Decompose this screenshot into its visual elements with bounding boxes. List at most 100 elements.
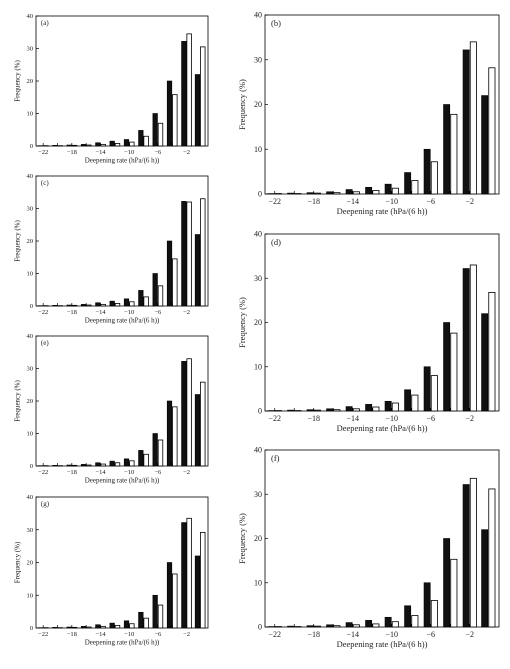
x-tick-label: −10	[385, 197, 398, 206]
x-tick-label: −22	[268, 197, 281, 206]
bar-filled	[345, 622, 353, 628]
bar-open	[200, 531, 206, 629]
panel-label: (d)	[271, 237, 281, 247]
y-axis-title: Frequency (%)	[14, 60, 22, 102]
bar-open	[488, 488, 496, 628]
y-tick-label: 40	[26, 494, 33, 501]
bar-open	[200, 46, 206, 147]
bar-filled	[166, 400, 173, 467]
bar-open	[172, 94, 178, 147]
bar-open	[186, 201, 192, 307]
y-tick-label: 20	[254, 100, 262, 109]
bar-filled	[66, 464, 72, 467]
y-axis-title: Frequency (%)	[237, 297, 247, 348]
bar-open	[313, 192, 321, 195]
bar-open	[100, 463, 106, 467]
bar-open	[114, 142, 121, 147]
bar-filled	[365, 620, 373, 628]
x-tick-label: −18	[67, 309, 78, 316]
chart-panel-7: 0 10 20 30 40 −22 −18 −14 −10 −6 −2 (g) Deepening ra…	[14, 494, 209, 646]
bar-filled	[181, 201, 187, 307]
bar-filled	[365, 404, 373, 412]
chart-panel-2: 0 10 20 30 40 −22 −18 −14 −10 −6 −2 (b) Deepening ra…	[237, 11, 500, 216]
bar-filled	[194, 555, 201, 629]
bar-filled	[66, 144, 72, 147]
chart-panel-5: 0 10 20 30 40 −22 −18 −14 −10 −6 −2 (e) Deepening ra…	[14, 333, 209, 484]
x-tick-label: −22	[38, 149, 48, 156]
y-tick-label: 30	[26, 527, 33, 534]
x-tick-label: −6	[154, 631, 162, 638]
panel-label: (c)	[41, 179, 49, 187]
bar-filled	[66, 626, 72, 629]
y-tick-label: 40	[26, 173, 33, 180]
x-tick-label: −6	[154, 469, 162, 476]
y-tick-label: 10	[26, 431, 33, 438]
bar-open	[71, 304, 78, 307]
bar-filled	[95, 302, 101, 307]
bar-open	[157, 285, 164, 307]
panel-label: (f)	[271, 453, 280, 463]
y-tick-label: 40	[254, 11, 262, 20]
panel-label: (e)	[41, 339, 49, 347]
bar-filled	[306, 625, 314, 628]
bar-filled	[80, 304, 87, 307]
bar-filled	[326, 191, 334, 195]
bar-filled	[384, 183, 392, 195]
bar-filled	[123, 298, 130, 307]
bar-filled	[462, 484, 470, 628]
x-axis-title: Deepening rate (hPa/(6 h))	[337, 423, 428, 433]
bar-filled	[123, 139, 130, 147]
bar-open	[411, 180, 419, 195]
bar-filled	[138, 290, 144, 307]
x-tick-label: −2	[465, 414, 474, 423]
bar-open	[352, 191, 360, 195]
bar-open	[411, 394, 419, 412]
x-axis-title: Deepening rate (hPa/(6 h))	[85, 156, 160, 164]
x-axis-title: Deepening rate (hPa/(6 h))	[85, 316, 160, 324]
bar-open	[129, 623, 135, 629]
bar-filled	[423, 582, 431, 628]
bar-filled	[80, 626, 87, 629]
x-tick-label: −22	[268, 414, 281, 423]
bar-filled	[123, 620, 130, 629]
bar-filled	[404, 389, 412, 412]
bar-filled	[152, 594, 158, 629]
bar-filled	[52, 305, 58, 307]
bar-filled	[181, 522, 187, 629]
bar-open	[186, 33, 192, 147]
bar-filled	[123, 458, 130, 467]
bar-open	[200, 198, 206, 307]
bar-filled	[152, 273, 158, 307]
y-axis-title: Frequency (%)	[14, 541, 22, 583]
bar-filled	[95, 624, 101, 629]
bar-filled	[80, 464, 87, 467]
x-tick-label: −14	[346, 414, 359, 423]
x-axis-title: Deepening rate (hPa/(6 h))	[85, 476, 160, 484]
bar-open	[488, 67, 496, 195]
bar-open	[143, 296, 149, 307]
chart-panel-1: 0 10 20 30 40 −22 −18 −14 −10 −6 −2 (a) Deepening ra…	[14, 13, 209, 164]
bar-open	[333, 192, 341, 195]
bar-filled	[423, 148, 431, 195]
y-axis-title: Frequency (%)	[237, 513, 247, 564]
bar-open	[333, 409, 341, 412]
bar-filled	[287, 192, 295, 195]
bar-open	[411, 615, 419, 628]
y-tick-label: 20	[26, 238, 33, 245]
bar-open	[100, 143, 106, 147]
bar-filled	[109, 140, 115, 147]
y-tick-label: 10	[254, 578, 262, 587]
x-tick-label: −10	[124, 469, 135, 476]
y-tick-label: 30	[26, 366, 33, 373]
bar-filled	[138, 130, 144, 147]
x-tick-label: −18	[307, 630, 320, 639]
bar-open	[450, 332, 458, 412]
bar-filled	[181, 361, 187, 467]
y-tick-label: 20	[254, 534, 262, 543]
bar-open	[86, 626, 92, 629]
bar-filled	[138, 450, 144, 467]
bar-open	[186, 517, 192, 629]
bar-open	[372, 406, 380, 412]
x-tick-label: −14	[95, 631, 106, 638]
